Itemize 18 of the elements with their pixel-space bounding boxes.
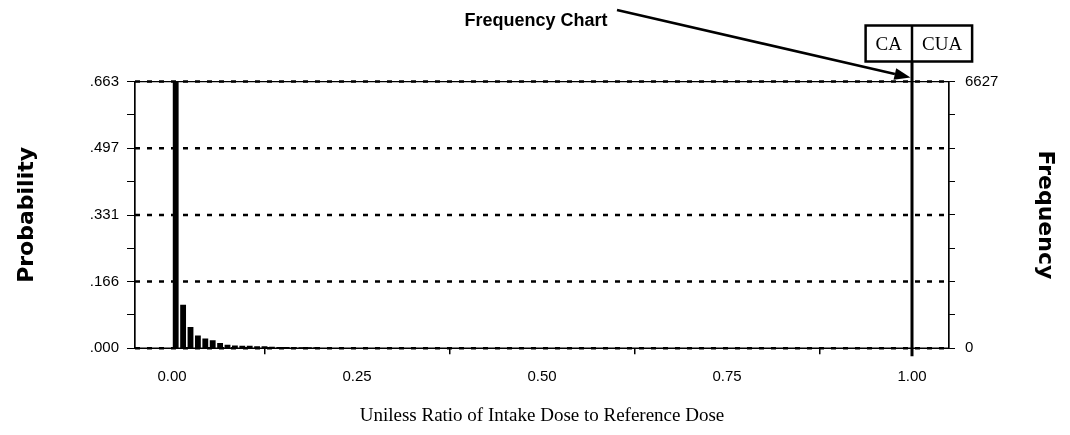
y-tick-label: .331: [89, 205, 119, 223]
y2-tick-label: 0: [965, 338, 974, 356]
x-tick-label: 0.50: [527, 367, 557, 385]
y-tick-label: .497: [89, 138, 119, 156]
y-tick-label: .000: [89, 338, 119, 356]
y-tick-label: .663: [89, 71, 119, 89]
y-axis-title: Probability: [12, 146, 38, 283]
text: CA: [875, 32, 903, 54]
x-tick-label: 0.25: [342, 367, 372, 385]
x-tick-label: 0.00: [157, 367, 187, 385]
text: CUA: [922, 32, 963, 54]
x-tick-label: 0.75: [712, 367, 742, 385]
y-tick-label: .166: [89, 271, 119, 289]
y2-tick-label: 6627: [965, 71, 999, 89]
x-tick-label: 1.00: [897, 367, 927, 385]
y2-axis-title: Frequency: [1034, 150, 1060, 280]
chart-title: Frequency Chart: [464, 9, 608, 30]
x-axis-title: Uniless Ratio of Intake Dose to Reference Dose: [359, 403, 725, 425]
